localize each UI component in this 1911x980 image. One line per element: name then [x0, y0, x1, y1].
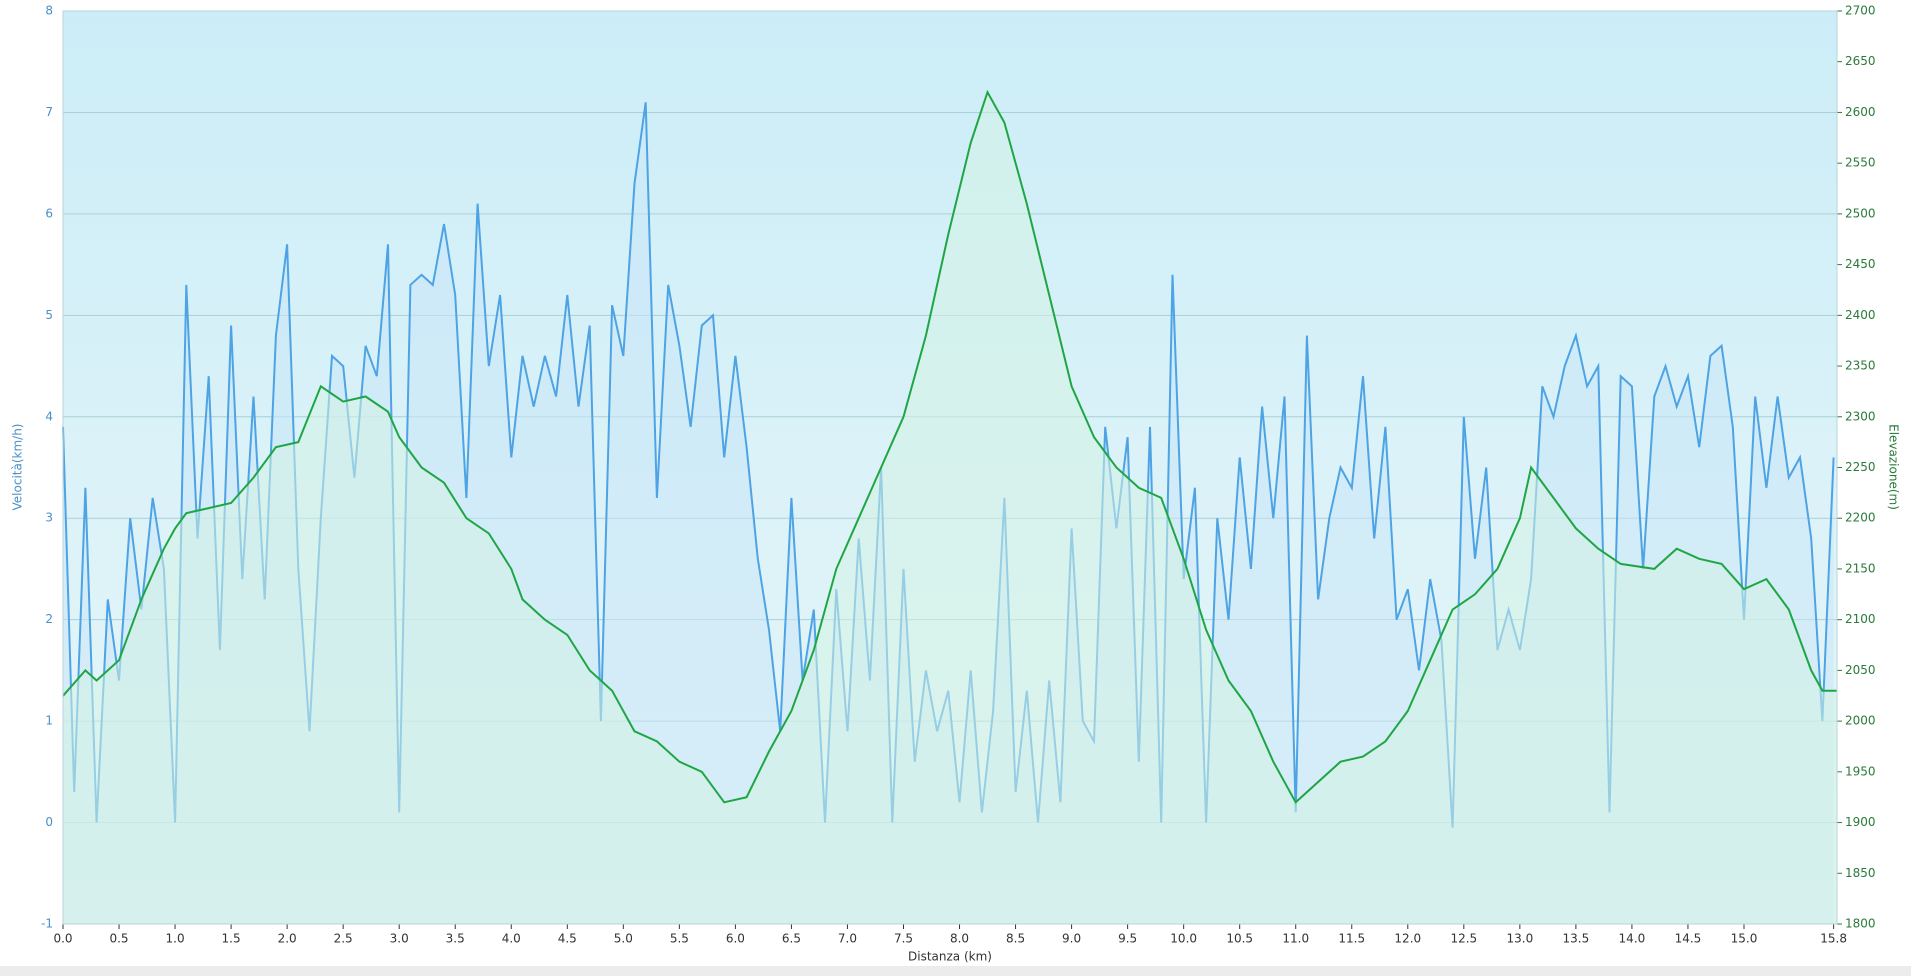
- plot-border: [62, 10, 1838, 925]
- y2-tick-label: 1850: [1845, 866, 1876, 880]
- series-line: [62, 89, 1837, 804]
- y2-tick-label: 2300: [1845, 409, 1876, 423]
- x-tick-label: 13.5: [1563, 932, 1590, 946]
- y2-tick-label: 2700: [1845, 4, 1876, 18]
- x-tick-label: 7.5: [894, 932, 913, 946]
- y2-tick-label: 2500: [1845, 206, 1876, 220]
- y-tick-label: 6: [45, 206, 53, 220]
- x-tick-label: 14.0: [1619, 932, 1646, 946]
- y2-tick-label: 1800: [1845, 917, 1876, 931]
- y2-tick-label: 2400: [1845, 308, 1876, 322]
- x-tick-label: 15.8: [1820, 932, 1847, 946]
- x-tick-label: 9.0: [1062, 932, 1081, 946]
- y2-tick-label: 2050: [1845, 663, 1876, 677]
- y2-tick-label: 2250: [1845, 460, 1876, 474]
- x-axis-title: Distanza (km): [908, 950, 992, 964]
- x-tick-label: 12.0: [1394, 932, 1421, 946]
- y-tick-label: 4: [45, 409, 53, 423]
- plot: -1 0 1 2 3 4 5 6 7 8 1800 1850 1900 1950 2000 2050 2100 2…: [41, 4, 1876, 946]
- x-tick-label: 0.5: [109, 932, 128, 946]
- y2-tick-label: 2450: [1845, 257, 1876, 271]
- x-tick-label: 2.5: [334, 932, 353, 946]
- y2-tick-label: 2350: [1845, 359, 1876, 373]
- x-tick-label: 5.5: [670, 932, 689, 946]
- x-tick-label: 0.0: [53, 932, 72, 946]
- y2-tick-label: 2150: [1845, 561, 1876, 575]
- x-tick-label: 14.5: [1675, 932, 1702, 946]
- y-axis-title: Velocità(km/h): [11, 424, 25, 511]
- x-tick-label: 3.0: [390, 932, 409, 946]
- y2-tick-label: 2550: [1845, 156, 1876, 170]
- y-tick-label: 8: [45, 4, 53, 18]
- x-tick-label: 13.0: [1506, 932, 1533, 946]
- y-tick-label: 7: [45, 105, 53, 119]
- y2-axis-title: Elevazione(m): [1887, 424, 1901, 510]
- x-tick-label: 9.5: [1118, 932, 1137, 946]
- x-tick-label: 6.5: [782, 932, 801, 946]
- x-tick-label: 3.5: [446, 932, 465, 946]
- x-tick-label: 4.0: [502, 932, 521, 946]
- y2-tick-label: 2200: [1845, 511, 1876, 525]
- x-tick-label: 8.5: [1006, 932, 1025, 946]
- y-tick-label: 0: [45, 815, 53, 829]
- y2-tick-label: 2100: [1845, 612, 1876, 626]
- x-tick-label: 2.0: [278, 932, 297, 946]
- x-tick-label: 1.5: [222, 932, 241, 946]
- x-tick-label: 7.0: [838, 932, 857, 946]
- x-tick-label: 1.0: [166, 932, 185, 946]
- y2-tick-label: 1950: [1845, 764, 1876, 778]
- y-tick-label: 1: [45, 714, 53, 728]
- y-tick-label: 3: [45, 511, 53, 525]
- x-tick-label: 5.0: [614, 932, 633, 946]
- y2-tick-label: 2000: [1845, 714, 1876, 728]
- x-tick-label: 8.0: [950, 932, 969, 946]
- y2-tick-label: 2650: [1845, 54, 1876, 68]
- area-fill: [63, 92, 1837, 924]
- y2-tick-label: 2600: [1845, 105, 1876, 119]
- x-tick-label: 4.5: [558, 932, 577, 946]
- x-tick-label: 12.5: [1450, 932, 1477, 946]
- x-tick-label: 11.5: [1338, 932, 1365, 946]
- footer-strip: [0, 966, 1911, 976]
- x-tick-label: 10.5: [1226, 932, 1253, 946]
- x-tick-label: 10.0: [1170, 932, 1197, 946]
- y-tick-label: -1: [41, 917, 53, 931]
- x-tick-label: 15.0: [1731, 932, 1758, 946]
- x-tick-label: 11.0: [1282, 932, 1309, 946]
- x-tick-label: 6.0: [726, 932, 745, 946]
- y-tick-label: 2: [45, 612, 53, 626]
- y2-tick-label: 1900: [1845, 815, 1876, 829]
- y-tick-label: 5: [45, 308, 53, 322]
